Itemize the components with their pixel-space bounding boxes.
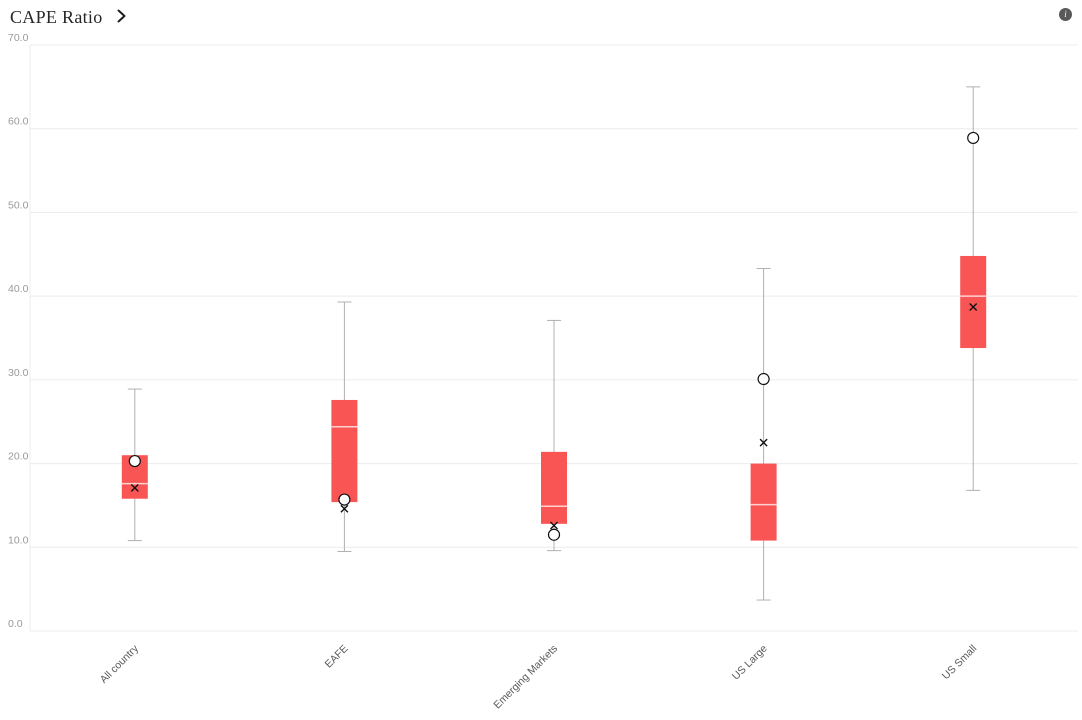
x-axis-label: All country (98, 642, 142, 686)
chevron-right-icon[interactable] (116, 9, 127, 28)
box-iqr[interactable] (960, 255, 987, 349)
box-iqr[interactable] (750, 463, 777, 541)
x-axis-label: EAFE (323, 643, 351, 671)
y-tick-label: 60.0 (8, 116, 29, 128)
x-axis-label: US Large (730, 643, 770, 683)
y-tick-label: 70.0 (8, 32, 29, 44)
chart-title: CAPE Ratio (10, 7, 103, 27)
box-iqr[interactable] (331, 399, 358, 503)
y-tick-label: 0.0 (8, 618, 23, 630)
x-axis-label: Emerging Markets (491, 643, 560, 712)
boxplot-us-small[interactable] (960, 86, 987, 491)
box-iqr[interactable] (541, 451, 567, 524)
y-tick-label: 50.0 (8, 199, 29, 211)
boxplot-us-large[interactable] (750, 268, 777, 601)
y-tick-label: 20.0 (8, 451, 29, 463)
mean-x-marker[interactable] (759, 438, 768, 447)
boxplot-emerging-markets[interactable] (541, 319, 567, 552)
mean-x-marker[interactable] (550, 521, 558, 530)
current-value-marker[interactable] (128, 454, 141, 468)
y-tick-label: 10.0 (8, 534, 29, 546)
boxplot-eafe[interactable] (331, 301, 358, 552)
mean-x-marker[interactable] (969, 303, 978, 312)
mean-x-marker[interactable] (340, 504, 349, 513)
x-axis-label: US Small (940, 643, 979, 682)
current-value-marker[interactable] (547, 528, 561, 541)
current-value-marker[interactable] (967, 131, 980, 145)
mean-x-marker[interactable] (130, 483, 139, 492)
chart-header: CAPE Ratio i (0, 0, 1082, 34)
current-value-marker[interactable] (338, 493, 351, 506)
y-tick-label: 40.0 (8, 283, 29, 295)
current-value-marker[interactable] (757, 372, 770, 386)
info-icon[interactable]: i (1059, 8, 1072, 21)
boxplot-all-country[interactable] (121, 388, 148, 542)
y-tick-label: 30.0 (8, 367, 29, 379)
